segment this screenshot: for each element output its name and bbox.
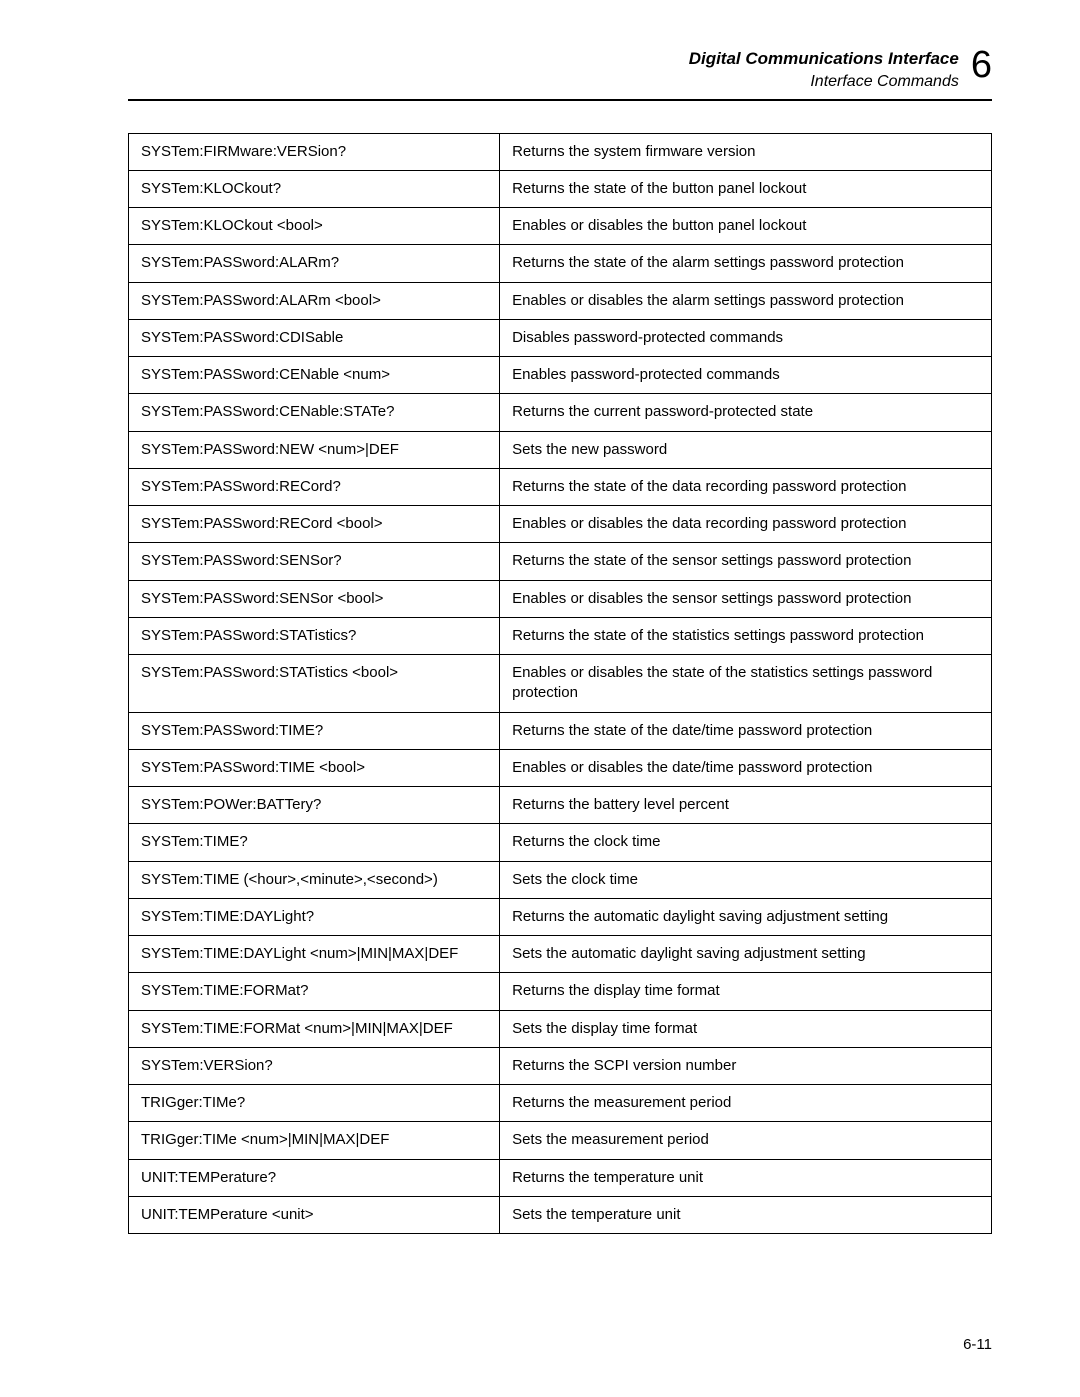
- table-row: SYSTem:PASSword:CDISableDisables passwor…: [129, 319, 992, 356]
- table-row: SYSTem:VERSion?Returns the SCPI version …: [129, 1047, 992, 1084]
- table-row: SYSTem:PASSword:TIME?Returns the state o…: [129, 712, 992, 749]
- table-row: SYSTem:TIME:DAYLight <num>|MIN|MAX|DEFSe…: [129, 936, 992, 973]
- command-cell: SYSTem:PASSword:ALARm <bool>: [129, 282, 500, 319]
- description-cell: Sets the display time format: [500, 1010, 992, 1047]
- command-cell: SYSTem:TIME?: [129, 824, 500, 861]
- table-row: SYSTem:PASSword:STATistics?Returns the s…: [129, 617, 992, 654]
- command-cell: SYSTem:TIME:FORMat?: [129, 973, 500, 1010]
- table-row: SYSTem:PASSword:STATistics <bool>Enables…: [129, 655, 992, 713]
- description-cell: Sets the new password: [500, 431, 992, 468]
- page-container: Digital Communications Interface Interfa…: [0, 0, 1080, 1397]
- table-row: SYSTem:PASSword:CENable <num>Enables pas…: [129, 357, 992, 394]
- description-cell: Sets the clock time: [500, 861, 992, 898]
- command-cell: SYSTem:KLOCkout?: [129, 170, 500, 207]
- table-row: TRIGger:TIMe <num>|MIN|MAX|DEFSets the m…: [129, 1122, 992, 1159]
- table-row: SYSTem:TIME (<hour>,<minute>,<second>)Se…: [129, 861, 992, 898]
- table-row: SYSTem:KLOCkout?Returns the state of the…: [129, 170, 992, 207]
- header-text: Digital Communications Interface Interfa…: [689, 48, 959, 93]
- command-cell: UNIT:TEMPerature <unit>: [129, 1196, 500, 1233]
- command-cell: SYSTem:TIME:DAYLight?: [129, 898, 500, 935]
- description-cell: Returns the state of the data recording …: [500, 468, 992, 505]
- description-cell: Returns the display time format: [500, 973, 992, 1010]
- command-cell: UNIT:TEMPerature?: [129, 1159, 500, 1196]
- description-cell: Returns the SCPI version number: [500, 1047, 992, 1084]
- command-cell: TRIGger:TIMe <num>|MIN|MAX|DEF: [129, 1122, 500, 1159]
- description-cell: Returns the state of the sensor settings…: [500, 543, 992, 580]
- command-cell: SYSTem:PASSword:RECord <bool>: [129, 506, 500, 543]
- description-cell: Sets the temperature unit: [500, 1196, 992, 1233]
- table-row: SYSTem:PASSword:RECord <bool>Enables or …: [129, 506, 992, 543]
- table-row: SYSTem:TIME:FORMat?Returns the display t…: [129, 973, 992, 1010]
- description-cell: Enables or disables the alarm settings p…: [500, 282, 992, 319]
- command-cell: SYSTem:TIME:FORMat <num>|MIN|MAX|DEF: [129, 1010, 500, 1047]
- command-cell: SYSTem:PASSword:TIME?: [129, 712, 500, 749]
- command-cell: SYSTem:PASSword:CENable <num>: [129, 357, 500, 394]
- description-cell: Returns the temperature unit: [500, 1159, 992, 1196]
- table-row: SYSTem:POWer:BATTery?Returns the battery…: [129, 787, 992, 824]
- description-cell: Returns the automatic daylight saving ad…: [500, 898, 992, 935]
- command-cell: SYSTem:VERSion?: [129, 1047, 500, 1084]
- command-cell: SYSTem:PASSword:NEW <num>|DEF: [129, 431, 500, 468]
- table-row: SYSTem:PASSword:CENable:STATe?Returns th…: [129, 394, 992, 431]
- table-row: SYSTem:TIME:DAYLight?Returns the automat…: [129, 898, 992, 935]
- table-row: UNIT:TEMPerature?Returns the temperature…: [129, 1159, 992, 1196]
- description-cell: Enables or disables the button panel loc…: [500, 208, 992, 245]
- description-cell: Returns the state of the alarm settings …: [500, 245, 992, 282]
- command-cell: SYSTem:POWer:BATTery?: [129, 787, 500, 824]
- table-row: TRIGger:TIMe?Returns the measurement per…: [129, 1085, 992, 1122]
- description-cell: Enables or disables the date/time passwo…: [500, 749, 992, 786]
- table-row: SYSTem:PASSword:NEW <num>|DEFSets the ne…: [129, 431, 992, 468]
- table-row: SYSTem:PASSword:RECord?Returns the state…: [129, 468, 992, 505]
- command-cell: SYSTem:TIME:DAYLight <num>|MIN|MAX|DEF: [129, 936, 500, 973]
- description-cell: Returns the state of the date/time passw…: [500, 712, 992, 749]
- description-cell: Returns the battery level percent: [500, 787, 992, 824]
- description-cell: Returns the current password-protected s…: [500, 394, 992, 431]
- page-number: 6-11: [963, 1336, 992, 1353]
- description-cell: Returns the state of the statistics sett…: [500, 617, 992, 654]
- description-cell: Disables password-protected commands: [500, 319, 992, 356]
- command-cell: TRIGger:TIMe?: [129, 1085, 500, 1122]
- description-cell: Sets the automatic daylight saving adjus…: [500, 936, 992, 973]
- table-row: SYSTem:FIRMware:VERSion?Returns the syst…: [129, 133, 992, 170]
- table-row: SYSTem:PASSword:SENSor <bool>Enables or …: [129, 580, 992, 617]
- description-cell: Enables or disables the state of the sta…: [500, 655, 992, 713]
- command-cell: SYSTem:FIRMware:VERSion?: [129, 133, 500, 170]
- command-cell: SYSTem:PASSword:SENSor?: [129, 543, 500, 580]
- command-cell: SYSTem:PASSword:STATistics <bool>: [129, 655, 500, 713]
- description-cell: Enables or disables the sensor settings …: [500, 580, 992, 617]
- table-row: SYSTem:KLOCkout <bool>Enables or disable…: [129, 208, 992, 245]
- table-row: SYSTem:PASSword:ALARm?Returns the state …: [129, 245, 992, 282]
- description-cell: Enables password-protected commands: [500, 357, 992, 394]
- description-cell: Returns the system firmware version: [500, 133, 992, 170]
- table-row: SYSTem:TIME?Returns the clock time: [129, 824, 992, 861]
- command-cell: SYSTem:PASSword:RECord?: [129, 468, 500, 505]
- table-row: SYSTem:PASSword:ALARm <bool>Enables or d…: [129, 282, 992, 319]
- command-cell: SYSTem:PASSword:ALARm?: [129, 245, 500, 282]
- description-cell: Returns the clock time: [500, 824, 992, 861]
- header-subtitle: Interface Commands: [689, 71, 959, 93]
- table-row: SYSTem:PASSword:SENSor?Returns the state…: [129, 543, 992, 580]
- command-cell: SYSTem:PASSword:SENSor <bool>: [129, 580, 500, 617]
- description-cell: Returns the measurement period: [500, 1085, 992, 1122]
- command-cell: SYSTem:TIME (<hour>,<minute>,<second>): [129, 861, 500, 898]
- description-cell: Sets the measurement period: [500, 1122, 992, 1159]
- command-cell: SYSTem:PASSword:CDISable: [129, 319, 500, 356]
- chapter-number: 6: [971, 46, 992, 84]
- command-cell: SYSTem:KLOCkout <bool>: [129, 208, 500, 245]
- page-header: Digital Communications Interface Interfa…: [128, 48, 992, 101]
- header-title: Digital Communications Interface: [689, 48, 959, 71]
- table-row: SYSTem:TIME:FORMat <num>|MIN|MAX|DEFSets…: [129, 1010, 992, 1047]
- command-cell: SYSTem:PASSword:TIME <bool>: [129, 749, 500, 786]
- command-cell: SYSTem:PASSword:CENable:STATe?: [129, 394, 500, 431]
- description-cell: Returns the state of the button panel lo…: [500, 170, 992, 207]
- table-row: SYSTem:PASSword:TIME <bool>Enables or di…: [129, 749, 992, 786]
- command-cell: SYSTem:PASSword:STATistics?: [129, 617, 500, 654]
- table-row: UNIT:TEMPerature <unit>Sets the temperat…: [129, 1196, 992, 1233]
- commands-table: SYSTem:FIRMware:VERSion?Returns the syst…: [128, 133, 992, 1235]
- description-cell: Enables or disables the data recording p…: [500, 506, 992, 543]
